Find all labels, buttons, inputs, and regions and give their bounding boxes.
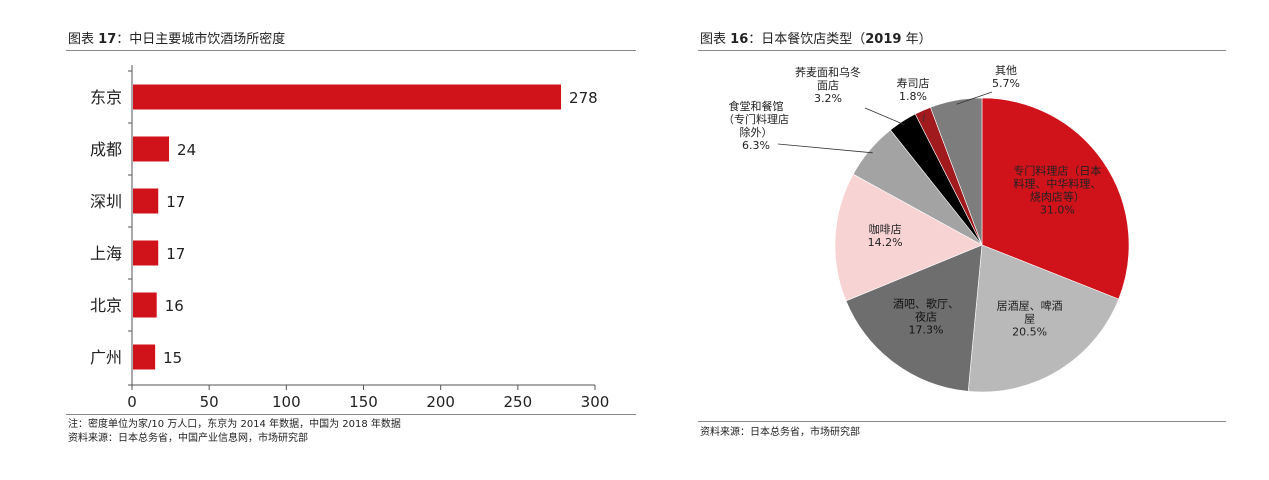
pie-slice [834,173,983,302]
bar-value-label: 24 [177,141,196,159]
bar-x-tick-label: 100 [272,393,301,411]
bar-value-label: 16 [165,297,184,315]
pie-slice [981,97,1130,300]
bar-category-label: 北京 [90,296,122,315]
pie-slice [845,244,983,392]
bar [133,240,159,266]
bar-category-label: 东京 [90,88,122,107]
bar-x-tick-label: 300 [581,393,610,411]
right-title-rule [698,50,1226,51]
bar [133,188,159,214]
left-title-prefix: 图表 [68,32,95,47]
bar-x-tick-label: 250 [504,393,533,411]
bar-x-tick-label: 50 [200,393,219,411]
pie-slice-label: 其他 5.7% [992,64,1020,90]
pie-leader-line [864,107,905,126]
pie-slice-label: 荞麦面和乌冬面店 3.2% [795,65,861,105]
bar-category-label: 上海 [90,244,122,263]
right-title-text: ：日本餐饮店类型（ [748,32,866,47]
right-title-year: 2019 [865,32,902,47]
pie-slice-label: 居酒屋、啤酒屋 20.5% [997,299,1063,339]
pie-slice-label: 寿司店 1.8% [897,76,930,103]
left-title-number: 17 [98,32,117,47]
bar [133,84,562,110]
bar-value-label: 17 [166,193,185,211]
right-chart-title: 图表 16：日本餐饮店类型（2019 年） [700,28,932,47]
pie-slice-label: 酒吧、歌厅、夜店 17.3% [893,297,959,337]
pie-slice [930,97,983,246]
bar-category-label: 深圳 [90,192,122,211]
left-title-rule [66,50,636,51]
bar-category-label: 成都 [90,140,122,159]
bar [133,344,156,370]
bar-category-label: 广州 [90,348,122,367]
pie-leader-line [922,114,925,123]
pie-leader-line [777,143,873,154]
bar-value-label: 278 [569,89,598,107]
pie-slice [967,244,1120,393]
left-title-text: ：中日主要城市饮酒场所密度 [116,32,286,47]
right-title-prefix: 图表 [700,32,727,47]
right-title-number: 16 [730,32,749,47]
left-chart-title: 图表 17：中日主要城市饮酒场所密度 [68,28,285,47]
pie-chart: 专门料理店（日本料理、中华料理、烧肉店等） 31.0% 居酒屋、啤酒屋 20.5% 酒吧… [723,64,1130,393]
right-footer-rule [698,421,1226,422]
pie-leader-line [956,91,993,105]
bar [133,136,170,162]
pie-slice-label: 咖啡店 14.2% [868,222,903,249]
pie-slice-label: 食堂和餐馆（专门料理店除外） 6.3% [723,99,789,152]
pie-slice-label: 专门料理店（日本料理、中华料理、烧肉店等） 31.0% [1013,163,1101,216]
bar-value-label: 15 [163,349,182,367]
right-source: 资料来源：日本总务省，市场研究部 [700,427,860,438]
right-title-suffix: 年） [901,32,932,47]
left-note: 注：密度单位为家/10 万人口，东京为 2014 年数据，中国为 2018 年数… [68,419,401,430]
bar-x-tick-label: 150 [349,393,378,411]
bar-x-tick-label: 0 [127,393,137,411]
left-footer-rule [66,414,636,415]
bar [133,292,157,318]
left-source: 资料来源：日本总务省，中国产业信息网，市场研究部 [68,433,308,444]
bar-x-tick-label: 200 [426,393,455,411]
bar-value-label: 17 [166,245,185,263]
